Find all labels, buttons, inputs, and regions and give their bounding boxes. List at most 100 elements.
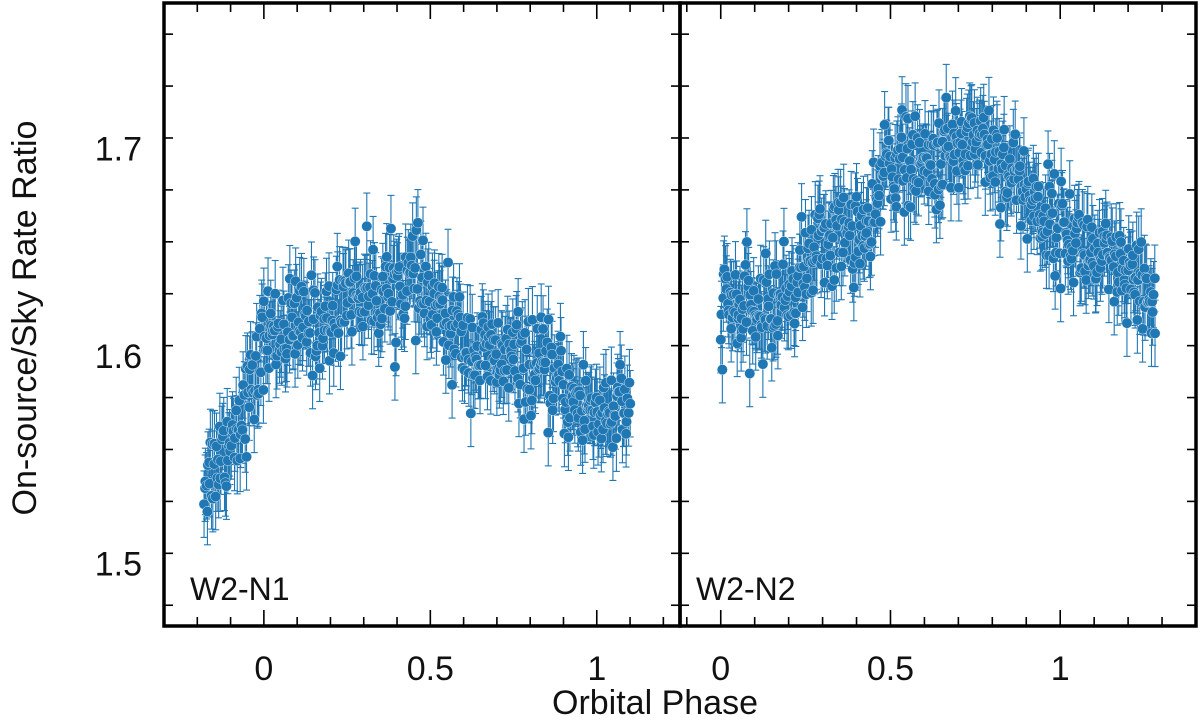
data-point bbox=[821, 260, 833, 271]
data-point bbox=[1086, 221, 1098, 233]
data-point bbox=[349, 236, 361, 247]
data-point bbox=[415, 249, 427, 260]
data-point bbox=[371, 295, 382, 307]
data-point bbox=[766, 342, 778, 354]
data-point bbox=[1068, 277, 1079, 288]
data-point bbox=[925, 159, 937, 171]
data-point bbox=[1149, 272, 1161, 284]
data-point bbox=[1100, 218, 1112, 229]
y-tick-label: 1.6 bbox=[95, 338, 142, 376]
data-point bbox=[239, 433, 251, 445]
data-point bbox=[1015, 220, 1027, 232]
data-point bbox=[771, 268, 782, 280]
data-point bbox=[241, 451, 252, 463]
data-point bbox=[539, 357, 551, 368]
data-point bbox=[757, 358, 769, 370]
data-point bbox=[265, 308, 277, 319]
data-point bbox=[410, 335, 422, 346]
data-point bbox=[607, 441, 619, 453]
data-point bbox=[890, 201, 902, 213]
panel-frame-w2-n2 bbox=[678, 1, 1198, 628]
data-point bbox=[399, 300, 411, 312]
data-point bbox=[431, 312, 443, 324]
data-point bbox=[1047, 207, 1058, 219]
data-point bbox=[801, 272, 813, 284]
data-point bbox=[512, 306, 524, 318]
data-point bbox=[411, 283, 423, 295]
data-point bbox=[814, 203, 826, 215]
data-point bbox=[620, 428, 632, 440]
data-point bbox=[962, 160, 974, 172]
data-point bbox=[1002, 187, 1013, 199]
data-point bbox=[335, 350, 346, 362]
data-point bbox=[1108, 296, 1120, 308]
data-point bbox=[1055, 283, 1067, 294]
data-point bbox=[827, 232, 839, 244]
data-point bbox=[860, 227, 872, 239]
data-point bbox=[454, 291, 465, 303]
data-point bbox=[480, 360, 491, 371]
data-point bbox=[390, 337, 402, 348]
data-point bbox=[490, 348, 502, 360]
data-point bbox=[237, 424, 248, 436]
data-point bbox=[412, 217, 424, 229]
data-point bbox=[492, 317, 504, 329]
data-point bbox=[750, 331, 762, 343]
x-tick-label: 0 bbox=[711, 650, 730, 688]
data-point bbox=[715, 334, 727, 346]
data-point bbox=[989, 176, 1001, 188]
data-point bbox=[314, 362, 326, 374]
data-point bbox=[1131, 314, 1143, 326]
data-point bbox=[298, 286, 310, 298]
x-tick-label: 0.5 bbox=[407, 650, 454, 688]
data-point bbox=[994, 218, 1006, 230]
data-point bbox=[972, 159, 984, 171]
data-point bbox=[301, 305, 313, 316]
data-point bbox=[361, 220, 373, 232]
data-point bbox=[1149, 327, 1161, 339]
data-point bbox=[261, 345, 273, 356]
data-point bbox=[888, 183, 900, 195]
data-point bbox=[1080, 274, 1092, 286]
x-tick-labels: 0 0.5 1 0 0.5 1 bbox=[254, 650, 1069, 688]
data-point bbox=[258, 295, 270, 307]
data-point bbox=[530, 374, 541, 386]
data-point bbox=[844, 230, 856, 241]
data-point bbox=[519, 327, 531, 339]
data-point bbox=[202, 506, 213, 517]
data-point bbox=[796, 211, 807, 223]
data-point bbox=[357, 321, 369, 332]
data-point bbox=[1121, 317, 1133, 329]
x-tick-label: 0 bbox=[254, 650, 273, 688]
data-point bbox=[377, 271, 389, 282]
data-point bbox=[563, 369, 575, 381]
data-point bbox=[1115, 236, 1127, 248]
y-axis-label: On-source/Sky Rate Ratio bbox=[6, 121, 44, 516]
data-point bbox=[741, 236, 753, 248]
data-point bbox=[950, 105, 962, 117]
data-point bbox=[1014, 160, 1026, 172]
data-point bbox=[807, 284, 819, 296]
data-point bbox=[998, 124, 1010, 136]
data-point bbox=[1070, 237, 1082, 249]
data-point bbox=[1050, 232, 1062, 244]
data-point bbox=[525, 410, 537, 422]
data-point bbox=[574, 390, 586, 401]
data-point bbox=[873, 190, 885, 202]
data-point bbox=[437, 294, 449, 306]
data-point bbox=[580, 375, 592, 387]
data-point bbox=[837, 247, 849, 258]
data-point bbox=[306, 269, 317, 281]
y-tick-label: 1.5 bbox=[95, 546, 142, 584]
data-point bbox=[307, 370, 318, 381]
data-point bbox=[327, 300, 339, 312]
data-point bbox=[611, 432, 622, 444]
data-point bbox=[1042, 158, 1054, 170]
data-point bbox=[752, 293, 764, 305]
data-point bbox=[741, 316, 752, 328]
data-point bbox=[417, 234, 429, 246]
data-point bbox=[257, 384, 269, 396]
data-point bbox=[865, 251, 876, 262]
data-point bbox=[743, 275, 755, 287]
data-point bbox=[595, 433, 607, 445]
